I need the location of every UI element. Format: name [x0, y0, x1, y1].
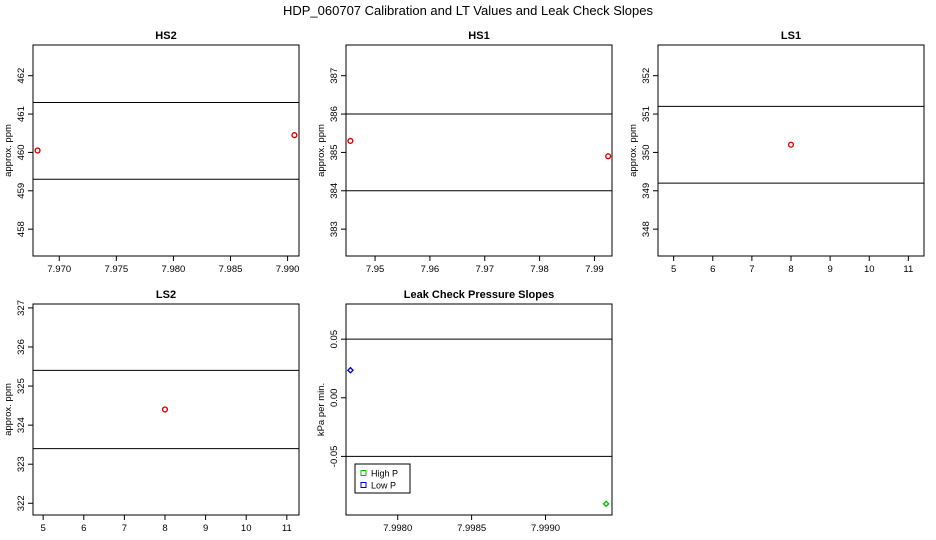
y-axis-label: kPa per min. — [316, 383, 327, 436]
x-tick-label: 5 — [671, 264, 676, 275]
x-tick-label: 7.9990 — [531, 523, 560, 534]
y-tick-label: 459 — [16, 183, 27, 199]
x-tick-label: 7.96 — [421, 264, 440, 275]
x-tick-label: 9 — [203, 523, 208, 534]
x-tick-label: 7.99 — [585, 264, 604, 275]
panel-hs2: HS2 7.970 7.975 7.980 7.985 7.990 458 459 460 461… — [3, 30, 300, 275]
panel-ls1: LS1 5 6 7 8 9 10 11 348 349 350 351 352 approx. ppm — [628, 30, 925, 275]
panel-leak: Leak Check Pressure Slopes 7.9980 7.9985 7.… — [316, 289, 613, 534]
x-tick-label: 10 — [864, 264, 875, 275]
y-tick-label: 325 — [16, 378, 27, 394]
x-tick-label: 7 — [749, 264, 754, 275]
legend-entry: High P — [371, 469, 398, 479]
data-point — [291, 132, 298, 139]
panel-title: HS1 — [468, 30, 489, 42]
panel-ls2: LS2 5 6 7 8 9 10 11 322 323 324 325 326 327 approx. pp… — [3, 289, 300, 534]
y-tick-label: 384 — [329, 183, 340, 199]
data-point — [347, 137, 354, 145]
x-tick-label: 5 — [41, 523, 46, 534]
x-tick-label: 7.95 — [366, 264, 385, 275]
legend-entry: Low P — [371, 481, 396, 491]
x-tick-label: 11 — [903, 264, 913, 275]
y-tick-label: 348 — [641, 221, 652, 237]
y-tick-label: 349 — [641, 183, 652, 199]
x-tick-label: 7.975 — [104, 264, 128, 275]
data-point — [34, 147, 41, 154]
y-tick-label: 385 — [329, 144, 340, 160]
y-tick-label: 387 — [329, 68, 340, 84]
y-tick-label: -0.05 — [329, 446, 340, 468]
y-tick-label: 458 — [16, 221, 27, 237]
x-tick-label: 10 — [241, 523, 252, 534]
y-tick-label: 0.05 — [329, 330, 340, 349]
x-tick-label: 9 — [827, 264, 832, 275]
y-tick-label: 461 — [16, 106, 27, 122]
x-tick-label: 8 — [162, 523, 167, 534]
y-tick-label: 386 — [329, 106, 340, 122]
y-axis-label: approx. ppm — [628, 124, 639, 177]
plot-frame — [32, 303, 300, 516]
panel-title: HS2 — [155, 30, 176, 42]
y-axis-label: approx. ppm — [3, 383, 14, 436]
x-tick-label: 7 — [122, 523, 127, 534]
y-axis-label: approx. ppm — [316, 124, 327, 177]
data-point — [605, 153, 612, 160]
x-tick-label: 7.97 — [476, 264, 495, 275]
x-tick-label: 7.9985 — [457, 523, 486, 534]
data-point — [602, 500, 610, 508]
y-tick-label: 351 — [641, 106, 652, 122]
panel-title: LS1 — [781, 30, 801, 42]
y-tick-label: 350 — [641, 144, 652, 160]
y-tick-label: 322 — [16, 495, 27, 511]
data-point — [787, 141, 795, 148]
y-tick-label: 324 — [16, 417, 27, 433]
x-tick-label: 7.9980 — [383, 523, 412, 534]
y-axis-label: approx. ppm — [3, 124, 14, 177]
panel-title: Leak Check Pressure Slopes — [404, 289, 554, 301]
x-tick-label: 11 — [282, 523, 292, 534]
y-tick-label: 0.00 — [329, 389, 340, 408]
y-tick-label: 352 — [641, 68, 652, 84]
panel-hs1: HS1 7.95 7.96 7.97 7.98 7.99 383 384 385 386 387 ap… — [316, 30, 613, 275]
legend-swatch — [360, 470, 367, 476]
y-tick-label: 460 — [16, 144, 27, 160]
x-tick-label: 8 — [788, 264, 793, 275]
y-tick-label: 327 — [16, 300, 27, 316]
panel-title: LS2 — [156, 289, 176, 301]
plot-frame — [657, 44, 925, 257]
x-tick-label: 7.980 — [162, 264, 186, 275]
data-point — [161, 406, 169, 413]
figure-title: HDP_060707 Calibration and LT Values and… — [283, 3, 654, 18]
plot-frame — [345, 303, 613, 516]
y-tick-label: 462 — [16, 68, 27, 84]
legend-box — [354, 463, 411, 494]
x-tick-label: 7.990 — [276, 264, 300, 275]
data-point — [346, 366, 354, 374]
x-tick-label: 7.98 — [530, 264, 549, 275]
x-tick-label: 7.985 — [219, 264, 243, 275]
y-tick-label: 326 — [16, 339, 27, 355]
x-tick-label: 6 — [81, 523, 86, 534]
plot-frame — [345, 44, 613, 257]
y-tick-label: 323 — [16, 456, 27, 472]
y-tick-label: 383 — [329, 221, 340, 237]
legend-swatch — [360, 482, 367, 488]
plot-frame — [32, 44, 300, 257]
legend: High P Low P — [354, 463, 411, 494]
x-tick-label: 6 — [710, 264, 715, 275]
x-tick-label: 7.970 — [47, 264, 71, 275]
